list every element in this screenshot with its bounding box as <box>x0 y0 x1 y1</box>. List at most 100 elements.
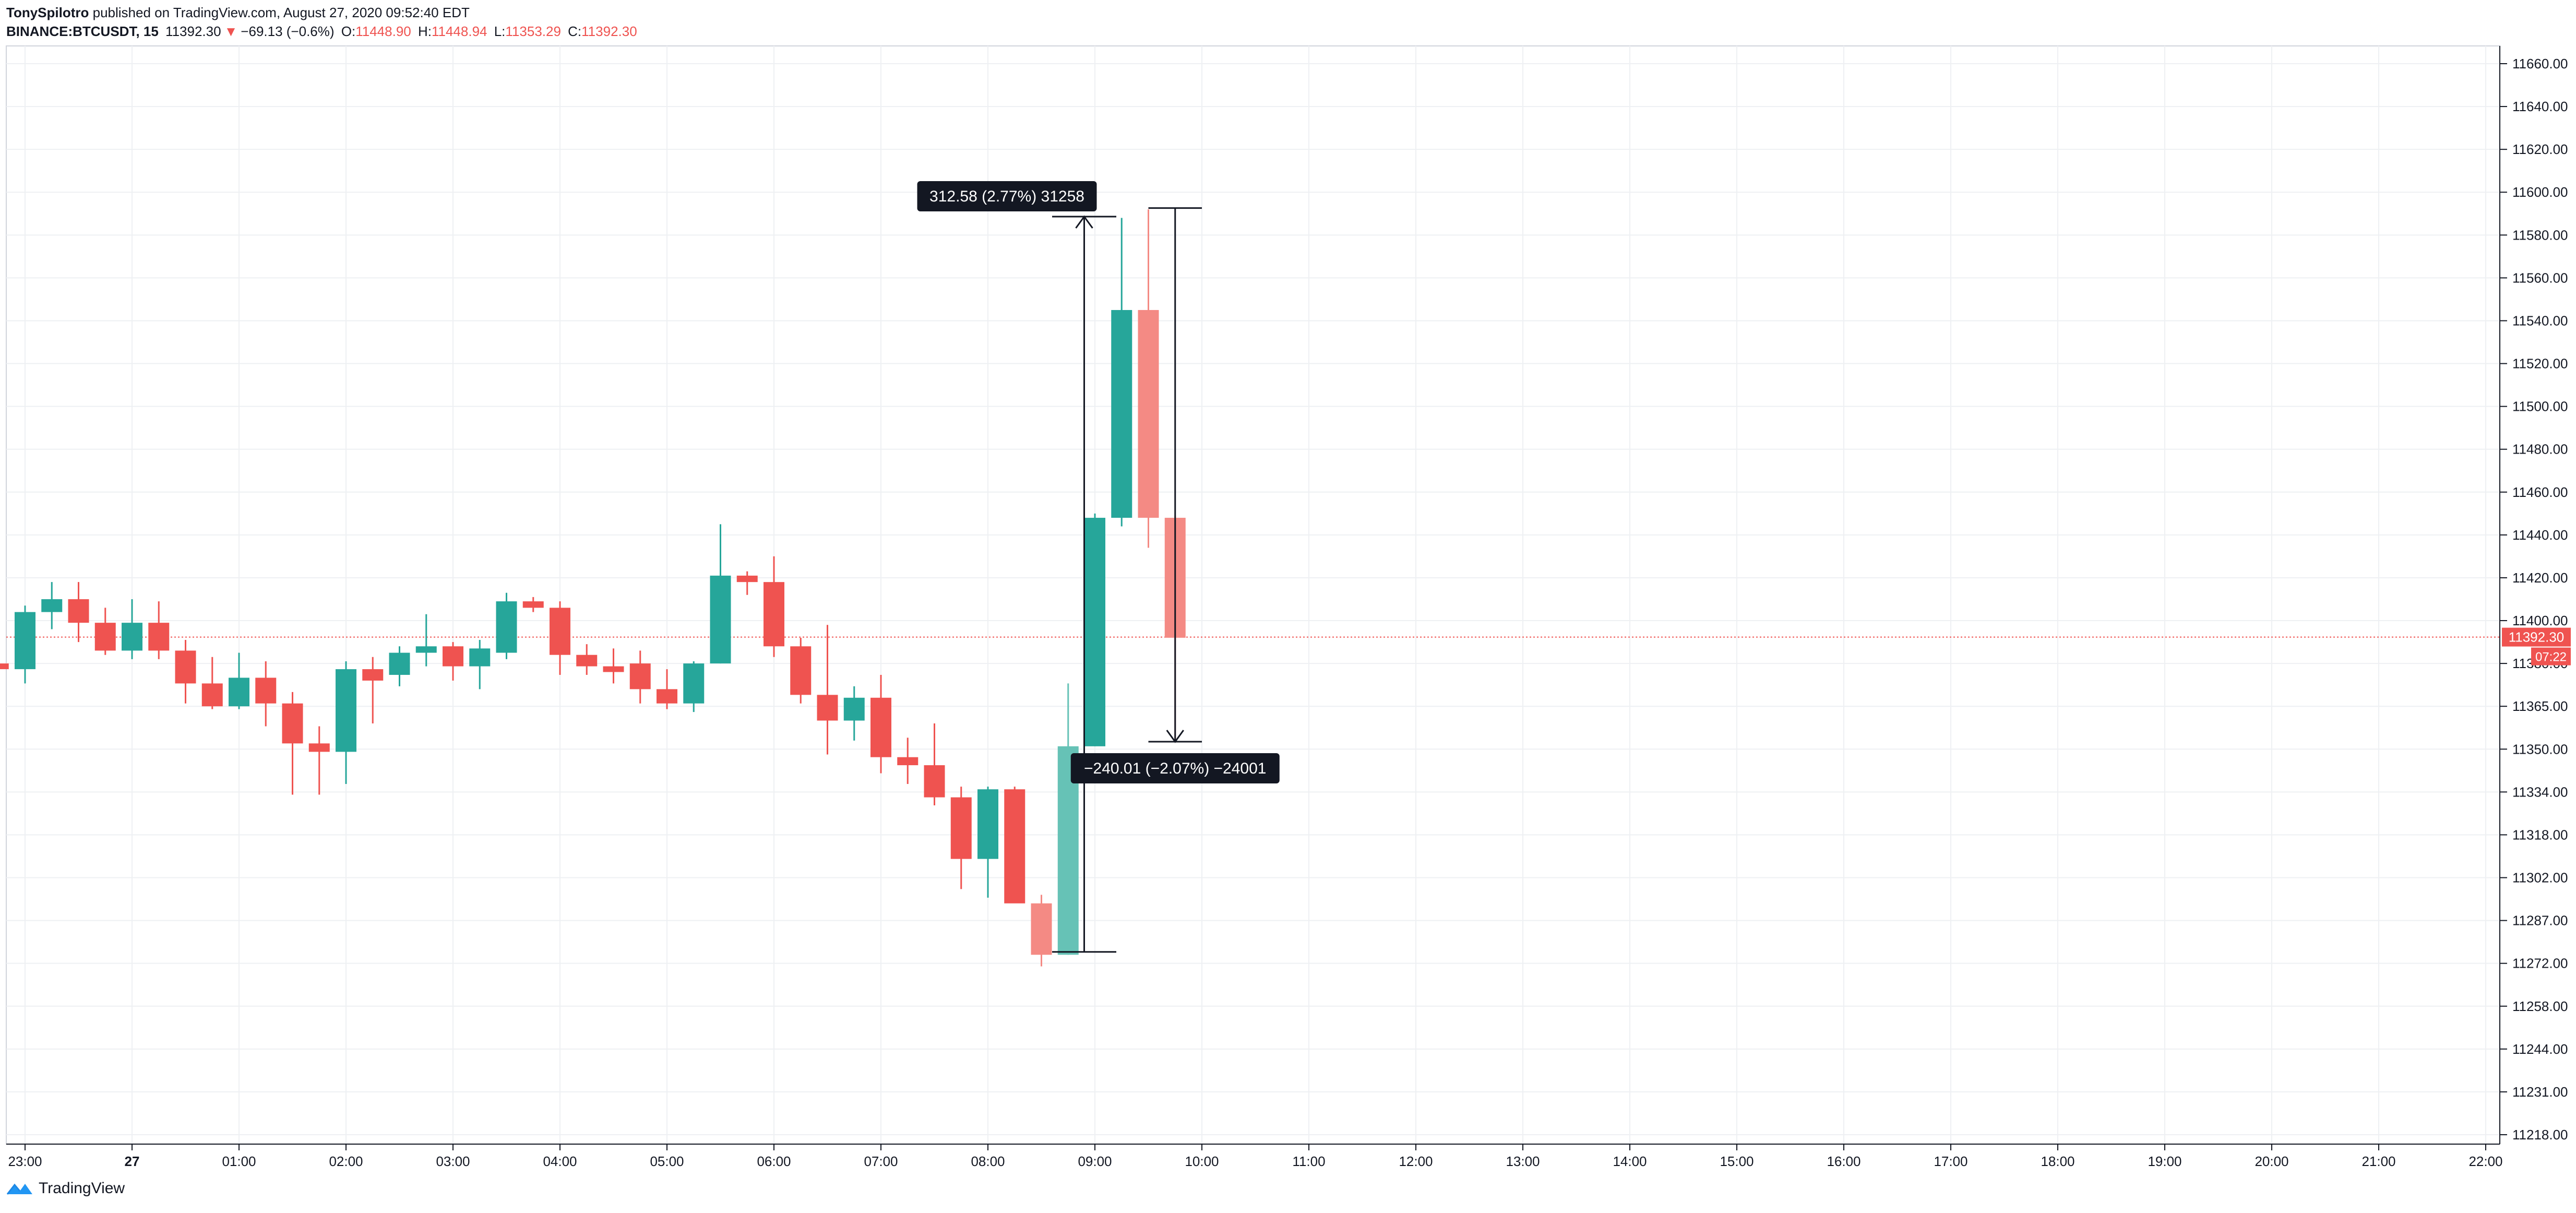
candle[interactable] <box>1004 787 1025 903</box>
candle[interactable] <box>201 657 223 709</box>
candle-body <box>362 669 384 681</box>
candle-body <box>175 650 196 684</box>
candle[interactable] <box>443 642 463 681</box>
candle-body <box>576 655 598 667</box>
price-tick-label: 11460.00 <box>2512 484 2568 500</box>
candle-body <box>522 601 544 608</box>
candle[interactable] <box>389 646 410 686</box>
candle[interactable] <box>496 592 517 659</box>
price-range-measure[interactable]: 312.58 (2.77%) 31258 <box>917 181 1117 953</box>
symbol-label[interactable]: BINANCE:BTCUSDT, 15 <box>6 23 159 39</box>
candle-body <box>843 697 865 721</box>
candle[interactable] <box>122 599 142 659</box>
candle[interactable] <box>229 652 249 709</box>
high-value: 11448.94 <box>431 23 487 39</box>
countdown-label: 07:22 <box>2535 650 2567 664</box>
candle[interactable] <box>94 608 116 655</box>
candle[interactable] <box>710 524 731 664</box>
low-label: L: <box>494 23 506 39</box>
candle[interactable] <box>415 614 437 667</box>
candle[interactable] <box>550 601 570 675</box>
time-tick-label: 09:00 <box>1078 1153 1112 1169</box>
time-tick-label: 22:00 <box>2468 1153 2502 1169</box>
price-tick-label: 11365.00 <box>2512 698 2568 714</box>
candle[interactable] <box>255 661 277 727</box>
candle[interactable] <box>683 661 705 712</box>
candle[interactable] <box>657 669 677 709</box>
candle[interactable] <box>1111 218 1132 527</box>
measure-label-box <box>917 181 1097 212</box>
candle[interactable] <box>336 661 356 784</box>
candle[interactable] <box>817 625 838 755</box>
candle-body <box>68 599 89 623</box>
author-name[interactable]: TonySpilotro <box>6 5 89 20</box>
candle-body <box>629 663 651 689</box>
measure-label: −240.01 (−2.07%) −24001 <box>1084 760 1266 777</box>
candle[interactable] <box>1084 513 1105 746</box>
candle[interactable] <box>629 650 651 704</box>
candle[interactable] <box>764 556 784 657</box>
price-tick-label: 11420.00 <box>2512 570 2568 586</box>
candle[interactable] <box>576 644 598 675</box>
tradingview-logo-icon <box>6 1183 32 1195</box>
price-tick-label: 11620.00 <box>2512 141 2568 157</box>
candle-body <box>308 743 330 752</box>
price-tick-label: 11640.00 <box>2512 99 2568 114</box>
time-tick-label: 08:00 <box>971 1153 1005 1169</box>
chart-header: TonySpilotro published on TradingView.co… <box>6 3 640 41</box>
time-tick-label: 19:00 <box>2148 1153 2181 1169</box>
candle-body <box>790 646 812 695</box>
time-tick-label: 15:00 <box>1720 1153 1754 1169</box>
candle[interactable] <box>950 787 972 889</box>
candle[interactable] <box>0 659 9 672</box>
measure-arrow-head <box>1166 730 1184 743</box>
candle[interactable] <box>68 582 89 643</box>
candle[interactable] <box>870 675 891 774</box>
measure-arrow-head <box>1075 215 1093 229</box>
candle[interactable] <box>924 723 945 806</box>
price-axis[interactable]: 11660.00 11640.00 11620.00 11600.00 11580.00… <box>2500 56 2568 1143</box>
candle[interactable] <box>362 657 384 724</box>
candle[interactable] <box>522 597 544 612</box>
candle-body <box>41 599 63 612</box>
candle[interactable] <box>790 637 812 704</box>
candle[interactable] <box>175 639 196 704</box>
candle-body <box>1084 518 1105 746</box>
candle[interactable] <box>736 571 758 595</box>
candle[interactable] <box>603 648 624 684</box>
candle-body <box>817 695 838 721</box>
candle[interactable] <box>15 605 35 684</box>
candle-body <box>870 697 891 757</box>
price-tick-label: 11580.00 <box>2512 227 2568 243</box>
candle-body <box>950 797 972 859</box>
candle[interactable] <box>897 738 919 784</box>
candle-body <box>1138 310 1159 518</box>
price-range-measure[interactable]: −240.01 (−2.07%) −24001 <box>1070 207 1280 784</box>
candle-body <box>550 608 570 655</box>
close-label: C: <box>568 23 582 39</box>
time-tick-label: 17:00 <box>1934 1153 1967 1169</box>
candle[interactable] <box>1138 209 1159 548</box>
price-tick-label: 11400.00 <box>2512 613 2568 628</box>
price-tick-label: 11318.00 <box>2512 827 2568 842</box>
measurements[interactable]: 312.58 (2.77%) 31258 −240.01 (−2.07%) −24… <box>917 181 1280 953</box>
candle[interactable] <box>41 582 63 629</box>
candle[interactable] <box>1031 895 1052 967</box>
time-axis[interactable]: 23:00 27 01:00 02:00 03:00 04:00 05:00 06:00 07:… <box>8 1144 2503 1169</box>
price-tick-label: 11231.00 <box>2512 1084 2568 1100</box>
candle-body <box>0 663 9 670</box>
candle-body <box>683 663 705 704</box>
candle[interactable] <box>843 686 865 741</box>
candle[interactable] <box>977 787 998 898</box>
time-tick-label: 07:00 <box>864 1153 898 1169</box>
price-tick-label: 11287.00 <box>2512 913 2568 929</box>
candle[interactable] <box>282 692 303 795</box>
open-value: 11448.90 <box>355 23 411 39</box>
time-tick-label: 10:00 <box>1185 1153 1219 1169</box>
candle[interactable] <box>148 601 170 659</box>
candle[interactable] <box>469 639 491 689</box>
candle[interactable] <box>308 726 330 795</box>
time-tick-label: 03:00 <box>436 1153 470 1169</box>
last-price: 11392.30 <box>165 23 221 39</box>
